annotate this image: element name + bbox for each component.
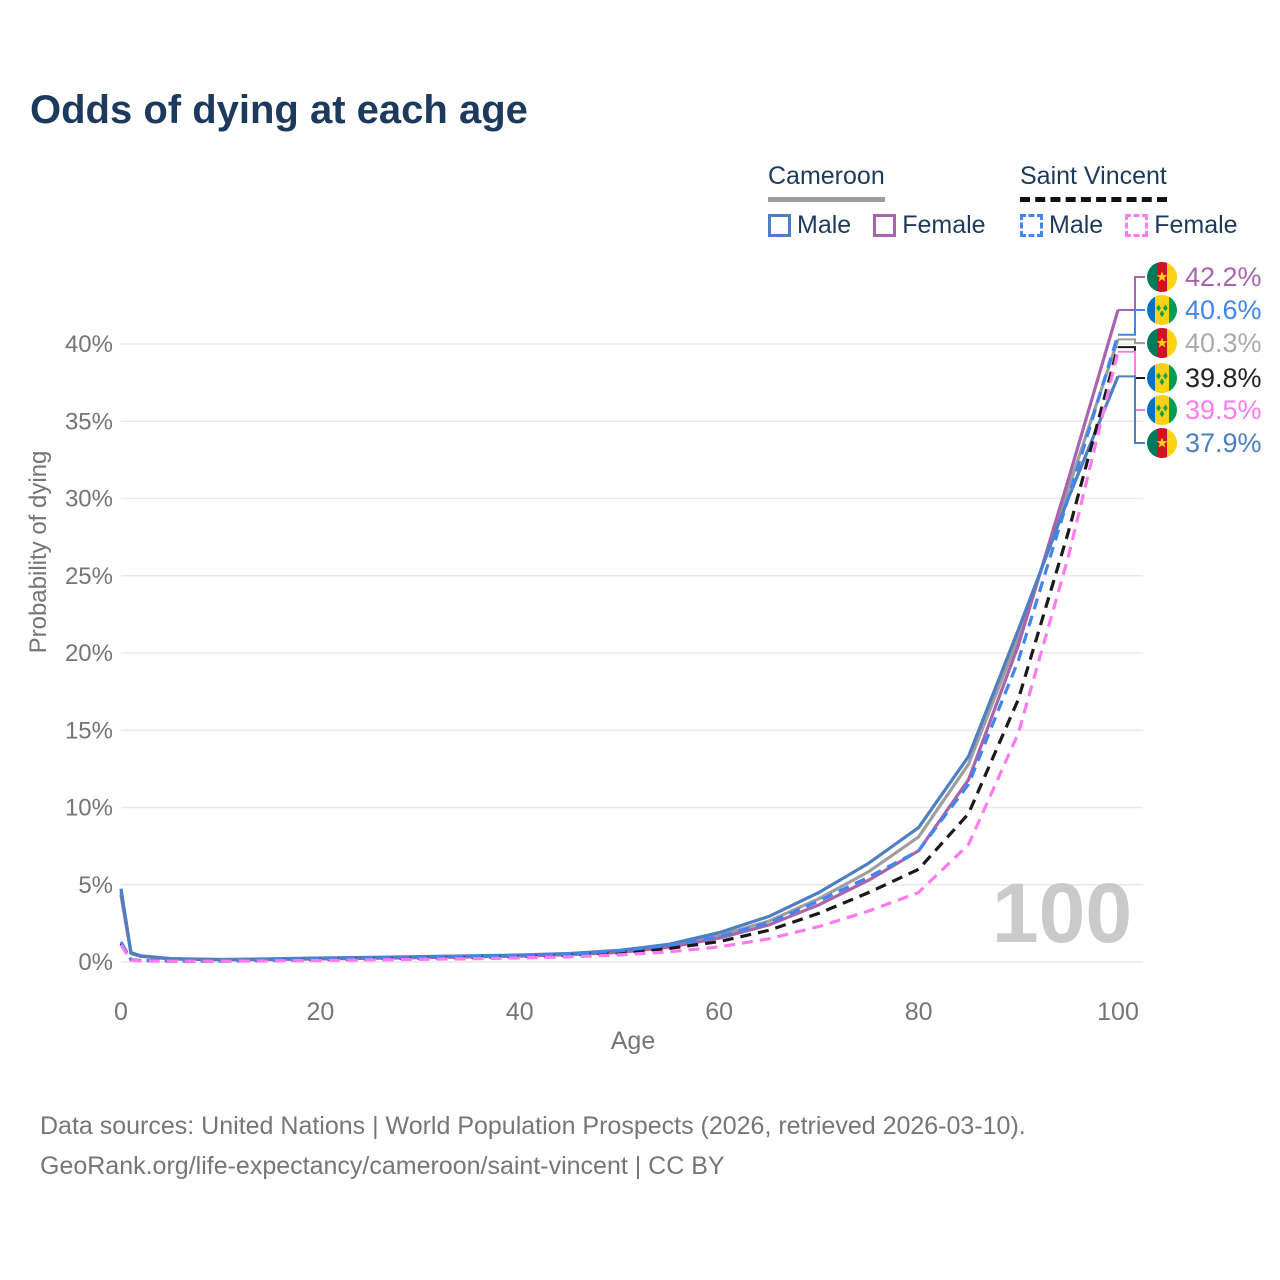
- y-axis: 0% 5% 10% 15% 20% 25% 30% 35% 40%: [65, 331, 113, 976]
- end-label-connector-cameroon-male: [1118, 375, 1145, 444]
- flag-icon-cameroon: [1147, 428, 1177, 458]
- page-title: Odds of dying at each age: [30, 88, 528, 132]
- legend-swatch-saint-vincent-male[interactable]: [1020, 214, 1043, 237]
- legend-title-saint-vincent[interactable]: Saint Vincent: [1020, 162, 1167, 202]
- data-source-line1: Data sources: United Nations | World Pop…: [40, 1112, 1026, 1140]
- end-label-value-cameroon-male: 37.9%: [1185, 428, 1262, 458]
- x-axis: 0 20 40 60 80 100: [114, 998, 1139, 1026]
- end-label-value-saint-vincent-female: 39.5%: [1185, 395, 1262, 425]
- x-tick-label: 20: [306, 998, 334, 1026]
- x-tick-label: 80: [905, 998, 933, 1026]
- end-label-connector-saint-vincent-male: [1118, 309, 1145, 336]
- x-tick-label: 100: [1097, 998, 1139, 1026]
- y-axis-title: Probability of dying: [25, 451, 52, 654]
- flag-icon-cameroon: [1147, 328, 1177, 358]
- y-tick-label: 5%: [78, 872, 113, 899]
- flag-icon-saint-vincent: [1147, 295, 1177, 325]
- end-label-connector-cameroon-total: [1118, 338, 1145, 344]
- flag-icon-cameroon: [1147, 262, 1177, 292]
- flag-icon-saint-vincent: [1147, 395, 1177, 425]
- x-tick-label: 40: [506, 998, 534, 1026]
- end-label-value-cameroon-total: 40.3%: [1185, 328, 1262, 358]
- x-tick-label: 60: [705, 998, 733, 1026]
- y-tick-label: 0%: [78, 949, 113, 976]
- end-label-value-saint-vincent-total: 39.8%: [1185, 363, 1262, 393]
- y-tick-label: 25%: [65, 563, 113, 590]
- end-label-value-cameroon-female: 42.2%: [1185, 262, 1262, 292]
- legend-swatch-saint-vincent-female[interactable]: [1125, 214, 1149, 237]
- legend-swatch-cameroon-female[interactable]: [873, 214, 897, 237]
- flag-icon-saint-vincent: [1147, 363, 1177, 393]
- series-lines: [119, 309, 1120, 963]
- data-source-note: Data sources: United Nations | World Pop…: [40, 1106, 1026, 1186]
- x-tick-label: 0: [114, 998, 128, 1026]
- legend-label-saint-vincent-male[interactable]: Male: [1049, 211, 1104, 239]
- series-line-saint-vincent-female[interactable]: [119, 351, 1120, 963]
- gridlines: [121, 343, 1143, 963]
- series-line-cameroon-male[interactable]: [119, 375, 1120, 962]
- series-line-saint-vincent-male[interactable]: [119, 334, 1120, 963]
- watermark: 100: [992, 866, 1132, 960]
- x-axis-title: Age: [611, 1027, 655, 1055]
- end-label-connector-saint-vincent-female: [1118, 350, 1145, 411]
- y-tick-label: 40%: [65, 331, 113, 358]
- y-tick-label: 10%: [65, 795, 113, 822]
- end-label-value-saint-vincent-male: 40.6%: [1185, 295, 1262, 325]
- legend-group-saint-vincent: Saint Vincent Male Female: [1020, 162, 1260, 240]
- legend-label-cameroon-female[interactable]: Female: [902, 211, 986, 239]
- series-line-saint-vincent-total[interactable]: [119, 346, 1120, 963]
- legend-label-saint-vincent-female[interactable]: Female: [1154, 211, 1238, 239]
- y-tick-label: 15%: [65, 717, 113, 744]
- series-line-cameroon-female[interactable]: [119, 309, 1120, 962]
- legend-label-cameroon-male[interactable]: Male: [797, 211, 852, 239]
- y-tick-label: 20%: [65, 640, 113, 667]
- data-source-line2: GeoRank.org/life-expectancy/cameroon/sai…: [40, 1152, 725, 1180]
- legend: Cameroon Male Female Saint Vincent Male …: [0, 162, 1280, 252]
- legend-swatch-cameroon-male[interactable]: [768, 214, 791, 237]
- legend-group-cameroon: Cameroon Male Female: [768, 162, 1008, 240]
- y-tick-label: 30%: [65, 486, 113, 513]
- end-label-connector-cameroon-female: [1118, 276, 1145, 311]
- end-labels: 42.2%40.6%40.3% 39.8%39.5%37.9%: [1118, 262, 1262, 458]
- series-line-cameroon-total[interactable]: [119, 338, 1120, 962]
- y-tick-label: 35%: [65, 408, 113, 435]
- legend-title-cameroon[interactable]: Cameroon: [768, 162, 885, 202]
